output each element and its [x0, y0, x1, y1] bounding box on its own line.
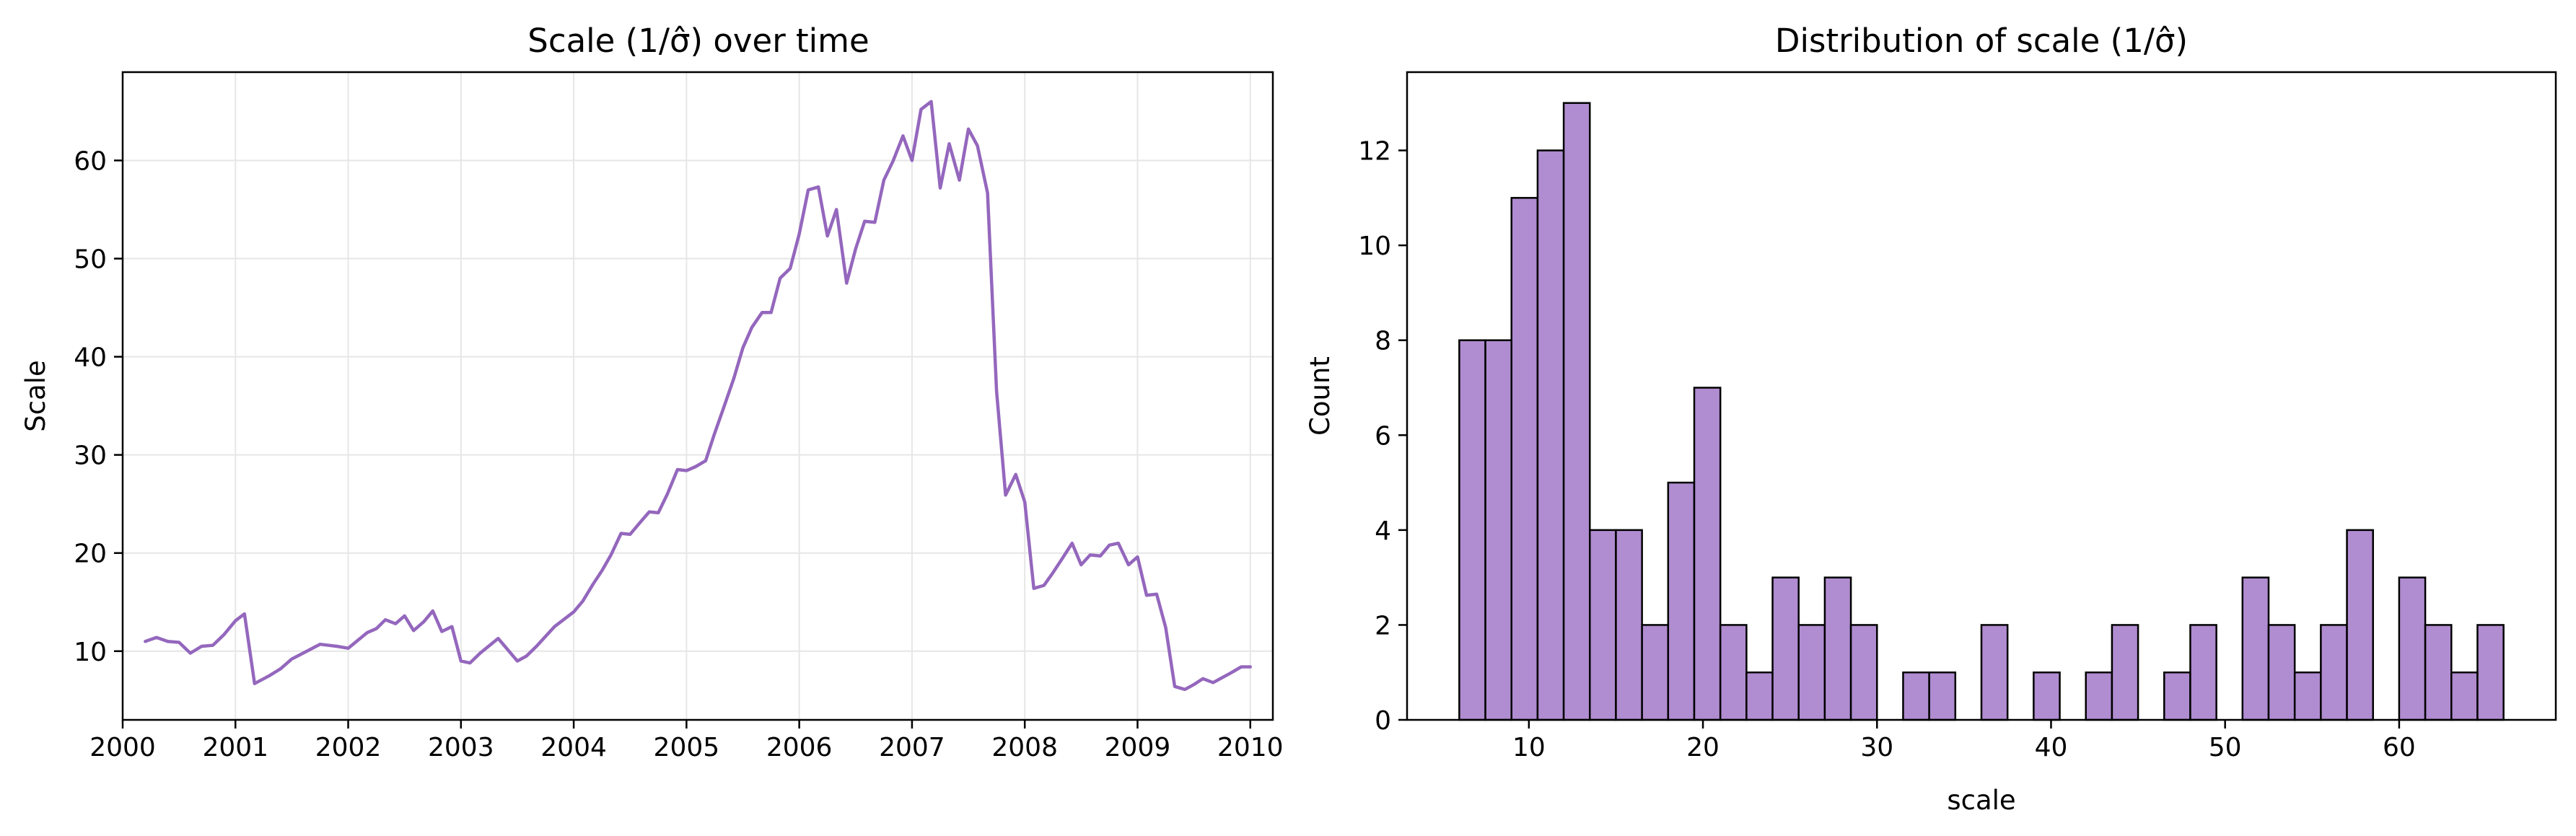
line-chart-x-tick-label: 2004	[540, 733, 607, 762]
line-chart-x-tick-label: 2007	[879, 733, 945, 762]
histogram-x-tick-label: 30	[1860, 733, 1893, 762]
line-chart-y-tick-label: 60	[74, 146, 107, 176]
line-chart-x-tick-label: 2006	[766, 733, 833, 762]
line-chart-panel: Scale (1/σ̂) over time 2000 2001 2002 2003 2…	[20, 22, 1284, 762]
histogram-bar	[1797, 624, 1826, 721]
histogram-x-tick-label: 50	[2209, 733, 2242, 762]
histogram-bar	[1745, 671, 1774, 721]
histogram-bar	[2320, 624, 2348, 721]
line-chart-x-tick-label: 2010	[1217, 733, 1284, 762]
line-chart-x-axis: 2000 2001 2002 2003 2004 2005 2006 2007 2008 2009…	[89, 720, 1284, 762]
histogram-x-tick-label: 10	[1512, 733, 1546, 762]
histogram-x-axis: 10 20 30 40 50 60	[1512, 720, 2416, 762]
histogram-axes-frame	[1406, 71, 2557, 721]
histogram-bars	[1458, 102, 2505, 721]
histogram-bar	[1536, 149, 1565, 721]
histogram-bar	[2241, 576, 2270, 721]
line-chart-y-tick-label: 20	[74, 540, 107, 569]
histogram-bar	[1510, 197, 1539, 721]
line-chart-x-tick-label: 2000	[89, 733, 156, 762]
histogram-bar	[1823, 576, 1852, 721]
histogram-bar	[1589, 529, 1617, 721]
line-chart-x-tick-label: 2009	[1105, 733, 1171, 762]
line-series-scale	[144, 100, 1252, 692]
line-chart-y-label: Scale	[20, 360, 51, 432]
line-chart-y-tick-label: 30	[74, 441, 107, 471]
line-chart-y-axis: 10 20 30 40 50 60	[74, 146, 123, 667]
line-chart-x-tick-label: 2001	[202, 733, 268, 762]
histogram-bar	[1562, 102, 1591, 721]
histogram-y-axis: 0 2 4 6 8 10 12	[1358, 137, 1407, 736]
histogram-y-tick-label: 8	[1375, 327, 1391, 356]
histogram-bar	[1902, 671, 1930, 721]
line-chart-x-tick-label: 2002	[315, 733, 382, 762]
histogram-bar	[2085, 671, 2113, 721]
histogram-y-tick-label: 4	[1375, 516, 1391, 546]
histogram-bar	[1928, 671, 1957, 721]
line-chart-x-tick-label: 2003	[428, 733, 494, 762]
line-chart-axes-frame	[121, 71, 1274, 721]
histogram-title: Distribution of scale (1/σ̂)	[1775, 22, 2188, 60]
histogram-x-tick-label: 60	[2383, 733, 2416, 762]
histogram-bar	[1615, 529, 1643, 721]
histogram-y-tick-label: 10	[1358, 232, 1391, 261]
histogram-bar	[1458, 339, 1486, 721]
histogram-bar	[2293, 671, 2322, 721]
histogram-y-label: Count	[1305, 356, 1336, 436]
histogram-bar	[1771, 576, 1800, 721]
histogram-bar	[2346, 529, 2374, 721]
histogram-bar	[2163, 671, 2191, 721]
histogram-bar	[1641, 624, 1670, 721]
line-chart-title: Scale (1/σ̂) over time	[527, 22, 869, 60]
histogram-bar	[1667, 481, 1696, 721]
histogram-bar	[1980, 624, 2009, 721]
line-chart-y-tick-label: 10	[74, 638, 107, 667]
histogram-bar	[2424, 624, 2453, 721]
line-chart-y-tick-label: 40	[74, 343, 107, 373]
histogram-bar	[1719, 624, 1748, 721]
line-chart-x-tick-label: 2008	[991, 733, 1058, 762]
histogram-y-tick-label: 6	[1375, 421, 1391, 451]
histogram-x-label: scale	[1947, 785, 2015, 816]
line-chart-x-tick-label: 2005	[654, 733, 720, 762]
line-chart-y-tick-label: 50	[74, 245, 107, 275]
histogram-panel: Distribution of scale (1/σ̂) 10 20 30 40 50 6…	[1305, 22, 2557, 816]
histogram-x-tick-label: 40	[2035, 733, 2068, 762]
histogram-x-tick-label: 20	[1686, 733, 1719, 762]
histogram-bar	[2189, 624, 2217, 721]
histogram-y-tick-label: 2	[1375, 611, 1391, 641]
histogram-y-tick-label: 12	[1358, 137, 1391, 167]
histogram-bar	[1693, 387, 1722, 721]
histogram-bar	[1484, 339, 1512, 721]
histogram-bar	[1849, 624, 1878, 721]
histogram-bar	[2450, 671, 2479, 721]
histogram-y-tick-label: 0	[1375, 706, 1391, 736]
histogram-bar	[2267, 624, 2296, 721]
histogram-bar	[2398, 576, 2427, 721]
histogram-bar	[2476, 624, 2505, 721]
histogram-bar	[2033, 671, 2061, 721]
histogram-bar	[2111, 624, 2139, 721]
line-chart-grid	[122, 72, 1273, 720]
